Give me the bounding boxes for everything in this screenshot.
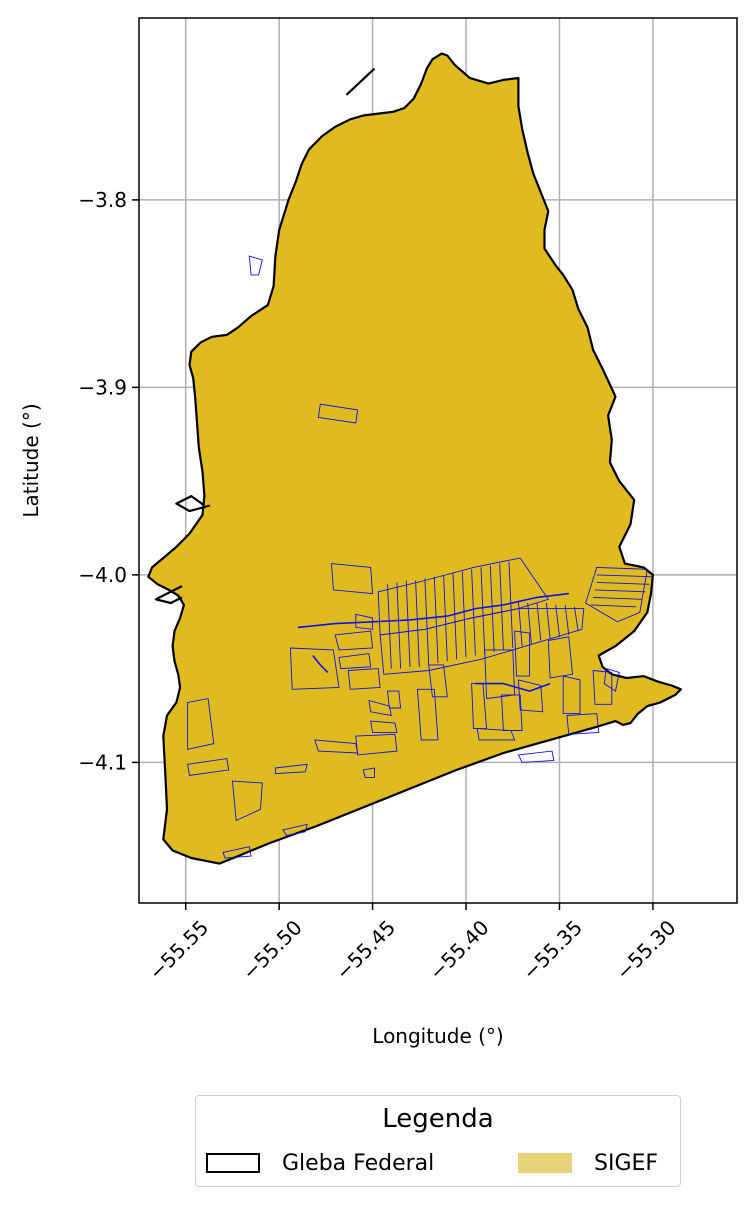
sigef-parcel-34 — [379, 608, 585, 675]
sigef-parcel-divider-7 — [452, 572, 458, 660]
sigef-parcel-divider-14 — [517, 601, 523, 647]
sigef-parcel-2 — [331, 563, 374, 595]
sigef-parcel-divider-5 — [433, 576, 439, 664]
legend-label-sigef: SIGEF — [594, 1150, 659, 1176]
x-tick-label-0: −55.55 — [144, 915, 213, 984]
sigef-parcel-divider-3 — [415, 580, 420, 667]
sigef-parcel-divider-15 — [527, 602, 532, 645]
sigef-parcel-16 — [187, 758, 230, 777]
sigef-parcel-divider-17 — [545, 602, 551, 639]
sigef-parcel-29 — [416, 688, 439, 741]
sigef-parcel-4 — [334, 630, 374, 651]
sigef-boundary-line-0 — [297, 592, 569, 629]
sigef-parcel-divider-13 — [508, 561, 514, 649]
sigef-parcel-divider-16 — [536, 602, 542, 641]
sigef-parcel-15 — [187, 698, 215, 750]
sigef-parcel-17 — [231, 780, 263, 822]
sigef-parcel-divider-8 — [461, 571, 467, 658]
sigef-parcel-0 — [248, 255, 263, 276]
sigef-parcel-32 — [517, 750, 555, 763]
sigef-parcel-31 — [566, 713, 600, 735]
sigef-parcel-1 — [317, 403, 359, 424]
gleba-inner-boundary-1 — [175, 495, 211, 513]
sigef-parcel-divider-21 — [596, 574, 653, 578]
sigef-parcel-22 — [547, 636, 573, 679]
sigef-parcel-divider-2 — [405, 580, 411, 667]
sigef-boundary-line-1 — [475, 682, 551, 692]
sigef-parcel-divider-23 — [594, 589, 646, 593]
sigef-parcel-divider-6 — [443, 574, 448, 662]
y-tick-label-3: −4.1 — [78, 750, 127, 774]
sigef-parcel-9 — [368, 699, 392, 717]
sigef-parcel-8 — [386, 690, 402, 709]
sigef-boundary-line-2 — [312, 655, 329, 673]
sigef-parcel-divider-24 — [593, 596, 642, 600]
gleba-inner-boundary-2 — [154, 585, 183, 605]
sigef-parcel-19 — [222, 846, 252, 859]
sigef-parcel-23 — [562, 675, 581, 715]
legend-item-sigef: SIGEF — [518, 1150, 658, 1176]
sigef-parcel-divider-22 — [596, 581, 650, 585]
map-legend: Legenda Gleba Federal SIGEF — [195, 1095, 681, 1187]
sigef-parcel-7 — [347, 668, 381, 690]
gleba-federal-area — [147, 52, 683, 865]
y-tick-label-1: −3.9 — [78, 375, 127, 399]
sigef-parcel-divider-20 — [573, 606, 579, 632]
y-tick-label-0: −3.8 — [78, 188, 127, 212]
sigef-parcel-13 — [274, 763, 308, 775]
sigef-parcel-14 — [362, 767, 375, 778]
sigef-parcel-divider-10 — [480, 567, 486, 654]
sigef-parcel-divider-12 — [499, 563, 504, 650]
legend-item-gleba-federal: Gleba Federal — [206, 1150, 434, 1176]
sigef-parcel-6 — [289, 647, 340, 690]
x-tick-label-4: −55.35 — [518, 915, 587, 984]
x-tick-label-2: −55.45 — [331, 915, 400, 984]
legend-label-gleba-federal: Gleba Federal — [282, 1150, 435, 1176]
sigef-parcel-20 — [514, 630, 531, 677]
sigef-parcel-divider-9 — [471, 569, 476, 656]
x-tick-label-1: −55.50 — [237, 915, 306, 984]
x-tick-label-3: −55.40 — [424, 915, 493, 984]
sigef-parcel-35 — [585, 566, 648, 623]
sigef-parcel-36 — [603, 668, 620, 692]
sigef-parcels — [187, 255, 653, 859]
gleba-inner-boundary-0 — [345, 67, 376, 96]
sigef-parcel-12 — [314, 739, 359, 754]
sigef-parcel-21 — [517, 679, 544, 713]
sigef-parcel-25 — [501, 694, 523, 731]
gleba-federal-boundary — [147, 52, 683, 865]
legend-swatch-gleba-federal — [206, 1153, 260, 1173]
legend-swatch-sigef — [518, 1153, 572, 1173]
sigef-parcel-28 — [428, 664, 448, 698]
y-tick-label-2: −4.0 — [78, 563, 127, 587]
x-axis-label: Longitude (°) — [372, 1024, 503, 1048]
sigef-parcel-18 — [282, 823, 308, 837]
sigef-parcel-divider-11 — [489, 565, 495, 652]
sigef-parcel-divider-4 — [424, 578, 430, 665]
x-tick-label-5: −55.30 — [611, 915, 680, 984]
y-axis-label: Latitude (°) — [19, 403, 43, 517]
sigef-parcel-divider-1 — [396, 582, 402, 669]
legend-title: Legenda — [382, 1104, 494, 1134]
sigef-parcel-10 — [370, 720, 398, 733]
sigef-parcel-divider-0 — [387, 584, 392, 669]
sigef-parcel-27 — [476, 728, 516, 741]
sigef-parcel-divider-25 — [591, 604, 637, 608]
sigef-parcel-5 — [338, 653, 372, 670]
sigef-parcel-divider-19 — [564, 604, 570, 635]
sigef-parcel-divider-18 — [555, 604, 560, 637]
plot-frame — [138, 17, 738, 904]
